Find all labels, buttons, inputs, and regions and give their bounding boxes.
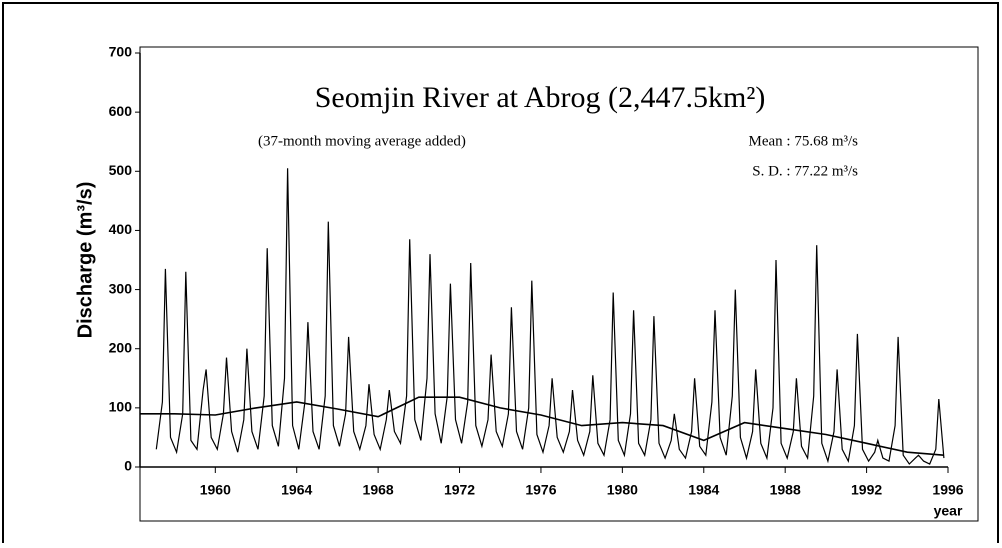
chart-title: Seomjin River at Abrog (2,447.5km²) (315, 81, 766, 114)
y-tick-label: 700 (109, 44, 133, 60)
y-tick-label: 100 (109, 399, 133, 415)
x-axis-label: year (934, 503, 963, 519)
plot-frame (139, 46, 979, 522)
x-tick-label: 1988 (770, 482, 801, 498)
subtitle: (37-month moving average added) (258, 133, 466, 149)
x-tick-label: 1968 (363, 482, 394, 498)
line (140, 396, 944, 456)
line (155, 168, 945, 465)
x-tick-label: 1976 (525, 482, 556, 498)
annotation: Mean : 75.68 m³/s (749, 133, 859, 149)
y-tick-label: 300 (109, 280, 133, 296)
x-tick-label: 1992 (851, 482, 882, 498)
x-tick-label: 1960 (200, 482, 231, 498)
y-tick-label: 400 (109, 221, 133, 237)
x-tick-label: 1980 (607, 482, 638, 498)
x-tick-label: 1984 (688, 482, 719, 498)
x-tick-label: 1972 (444, 482, 475, 498)
y-tick-label: 600 (109, 103, 133, 119)
y-axis-label: Discharge (m³/s) (74, 182, 96, 339)
y-tick-label: 0 (124, 458, 132, 474)
annotation: S. D. : 77.22 m³/s (752, 163, 858, 179)
y-tick-label: 500 (109, 162, 133, 178)
x-tick-label: 1996 (932, 482, 963, 498)
y-tick-label: 200 (109, 339, 133, 355)
x-tick-label: 1964 (281, 482, 312, 498)
